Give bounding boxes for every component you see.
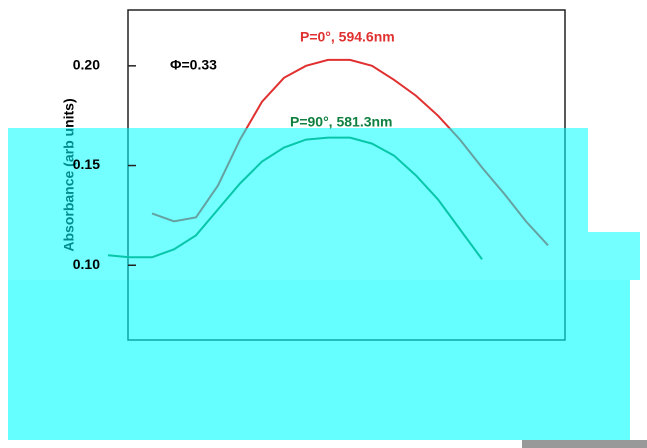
y-tick-label: 0.10	[73, 256, 100, 272]
overlay	[8, 232, 640, 280]
annotation: Φ=0.33	[170, 57, 217, 73]
overlay	[8, 280, 630, 440]
y-tick-label: 0.20	[73, 57, 100, 73]
annotation: P=90°, 581.3nm	[290, 114, 393, 130]
overlay	[522, 440, 647, 448]
annotation: P=0°, 594.6nm	[300, 29, 395, 45]
y-tick-label: 0.15	[73, 156, 100, 172]
overlay	[8, 128, 588, 232]
